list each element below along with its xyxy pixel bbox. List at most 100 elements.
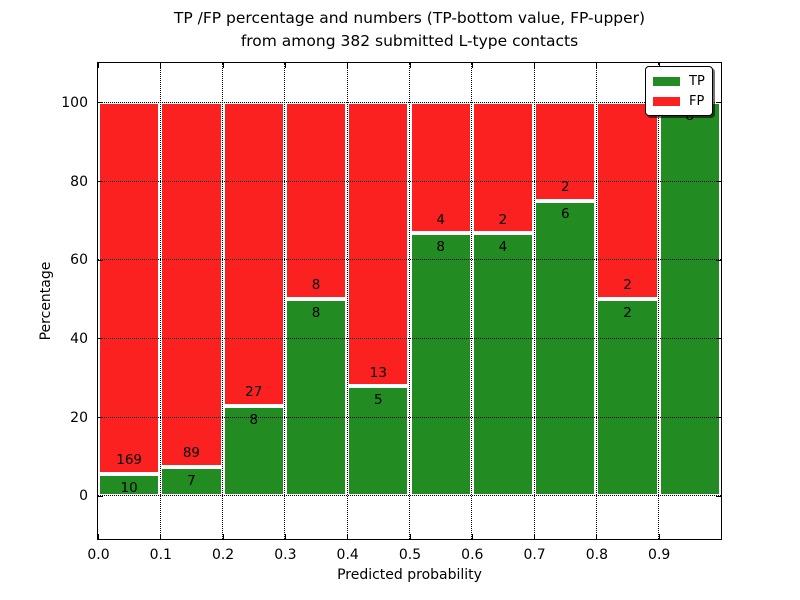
tickmark-xt-0.3 (284, 63, 286, 68)
legend-entry-fp: FP (653, 91, 705, 111)
tickmark-yr-80 (716, 181, 721, 183)
tickmark-yr-40 (716, 338, 721, 340)
fp-color-swatch (653, 96, 680, 106)
chart-title-line1: TP /FP percentage and numbers (TP-bottom… (173, 9, 646, 27)
gridline-y-40 (98, 337, 721, 339)
tickmark-yr-0 (716, 495, 721, 497)
tp-count-label-2: 8 (249, 411, 259, 428)
tp-count-label-6: 4 (498, 239, 508, 256)
tickmark-xb-0.1 (160, 534, 162, 539)
tickmark-xt-0.9 (658, 63, 660, 68)
tp-count-label-5: 8 (436, 239, 445, 256)
legend-label-fp: FP (689, 93, 705, 109)
tickmark-yr-20 (716, 417, 721, 419)
xtick-label-0.7: 0.7 (523, 547, 546, 563)
fp-count-label-8: 2 (623, 277, 632, 294)
gridline-y-20 (98, 416, 721, 418)
gridline-x-0.9 (658, 63, 660, 539)
bar-segment-fp-2 (222, 102, 285, 406)
gridline-x-0.7 (533, 63, 535, 539)
tickmark-xt-0.8 (596, 63, 598, 68)
bar-segment-tp-5 (409, 233, 472, 496)
gridline-y-0 (98, 495, 721, 497)
tp-count-label-7: 6 (560, 206, 570, 223)
gridline-y-100 (98, 101, 721, 103)
ytick-label-20: 20 (70, 409, 88, 426)
tp-count-label-1: 7 (187, 472, 196, 489)
legend: TP FP (645, 66, 713, 116)
tp-count-label-9: 8 (685, 108, 695, 125)
gridline-y-80 (98, 180, 721, 182)
tickmark-xt-0.4 (347, 63, 349, 68)
bar-segment-fp-5 (409, 102, 472, 234)
ytick-label-100: 100 (61, 94, 88, 111)
tickmark-xb-0.5 (409, 534, 411, 539)
bar-segment-tp-2 (222, 405, 285, 496)
xtick-label-0.8: 0.8 (585, 547, 609, 563)
fp-count-label-2: 27 (245, 384, 263, 401)
xtick-label-0.4: 0.4 (336, 547, 359, 563)
tickmark-xt-0.6 (471, 63, 473, 68)
xtick-label-0.2: 0.2 (211, 547, 235, 563)
bar-segment-tp-6 (471, 233, 535, 496)
tickmark-yl-100 (98, 102, 103, 104)
tickmark-xt-0.1 (160, 63, 162, 68)
xtick-label-0.5: 0.5 (398, 547, 422, 563)
tickmark-yl-0 (98, 495, 103, 497)
tickmark-xb-0.3 (284, 534, 286, 539)
ytick-label-60: 60 (70, 252, 88, 269)
bar-segment-tp-7 (534, 200, 597, 496)
tickmark-xt-0 (98, 63, 99, 68)
bar-segment-tp-0 (98, 473, 161, 496)
legend-label-tp: TP (689, 73, 705, 89)
chart-title-line2: from among 382 submitted L-type contacts (240, 32, 579, 50)
bar-segment-fp-0 (98, 102, 161, 474)
fp-count-label-3: 8 (311, 277, 321, 294)
bar-segment-tp-9 (658, 102, 721, 496)
tp-color-swatch (653, 76, 680, 86)
tp-count-label-8: 2 (623, 304, 632, 321)
bar-segment-fp-4 (347, 102, 410, 387)
gridline-x-0.2 (222, 63, 224, 539)
bar-segment-tp-8 (596, 299, 659, 496)
tickmark-xb-0.7 (534, 534, 536, 539)
fp-count-label-6: 2 (498, 211, 508, 228)
gridline-x-0.3 (284, 63, 286, 539)
plot-area: 10 169 7 89 8 27 8 8 5 13 8 4 4 2 6 2 2 2 8 (97, 62, 722, 540)
fp-count-label-7: 2 (560, 178, 570, 195)
xtick-label-0.0: 0.0 (87, 547, 110, 563)
tickmark-xb-0.9 (658, 534, 660, 539)
tickmark-xb-0.2 (222, 534, 224, 539)
xtick-label-0.1: 0.1 (149, 547, 172, 563)
tickmark-xb-0.6 (471, 534, 473, 539)
fp-count-label-1: 89 (182, 445, 201, 462)
fp-count-label-4: 13 (369, 364, 387, 381)
gridline-y-60 (98, 259, 721, 261)
tickmark-xt-0.2 (222, 63, 224, 68)
tickmark-xb-0.4 (347, 534, 349, 539)
bar-segment-fp-6 (471, 102, 535, 234)
bar-segment-fp-1 (160, 102, 223, 468)
tickmark-xb-0.8 (596, 534, 598, 539)
tickmark-xt-0.5 (409, 63, 411, 68)
gridline-x-0.6 (471, 63, 473, 539)
gridline-x-0.4 (346, 63, 348, 539)
tickmark-xb-0 (98, 534, 99, 539)
bar-segment-tp-3 (284, 299, 348, 496)
xtick-label-0.3: 0.3 (274, 547, 297, 563)
tp-count-label-3: 8 (311, 304, 321, 321)
y-axis-label: Percentage (38, 261, 54, 341)
tickmark-yl-20 (98, 417, 103, 419)
legend-entry-tp: TP (653, 71, 705, 91)
tickmark-yl-60 (98, 259, 103, 261)
fp-count-label-5: 4 (436, 211, 445, 228)
bar-segment-fp-8 (596, 102, 659, 300)
ytick-label-40: 40 (70, 330, 88, 347)
bar-segment-tp-4 (347, 386, 410, 496)
tp-count-label-4: 5 (374, 392, 383, 409)
bar-segment-tp-1 (160, 467, 223, 496)
tp-count-label-0: 10 (120, 479, 138, 496)
fp-count-label-0: 169 (116, 451, 143, 468)
tickmark-yr-60 (716, 259, 721, 261)
